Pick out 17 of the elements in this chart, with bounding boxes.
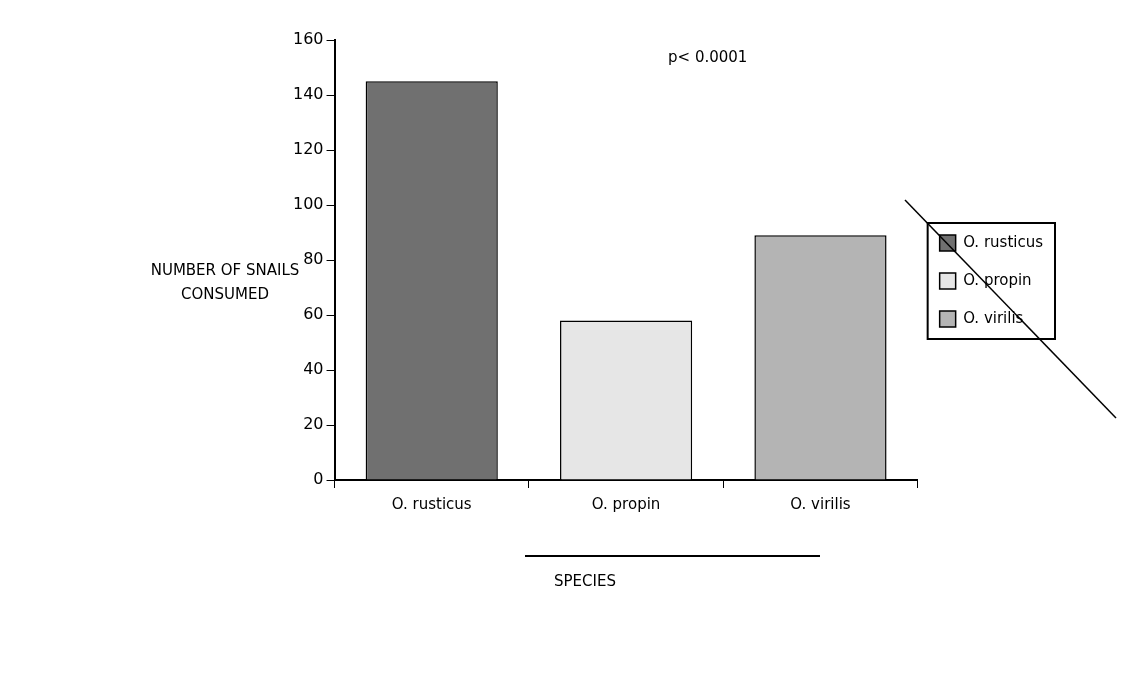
- y-tick-label: 80: [303, 249, 324, 269]
- y-tick-label: 40: [303, 359, 324, 379]
- y-tick-label: 120: [292, 139, 324, 159]
- y-tick-label: 20: [303, 414, 324, 434]
- x-tick-label: O. rusticus: [391, 494, 472, 513]
- y-tick-label: 140: [292, 84, 324, 104]
- y-axis-title: NUMBER OF SNAILS CONSUMED: [150, 260, 300, 305]
- x-tick-label: O. propin: [591, 494, 661, 513]
- x-axis-title: SPECIES: [553, 572, 617, 590]
- y-tick-label: 60: [303, 304, 324, 324]
- x-tick-label: O. virilis: [790, 494, 851, 513]
- legend-label: O. rusticus: [963, 232, 1044, 251]
- legend-label: O. propin: [963, 270, 1032, 289]
- y-tick-label: 0: [313, 469, 324, 489]
- y-tick-label: 100: [292, 194, 324, 214]
- annotation: p< 0.0001: [668, 48, 748, 66]
- y-tick-label: 160: [292, 29, 324, 49]
